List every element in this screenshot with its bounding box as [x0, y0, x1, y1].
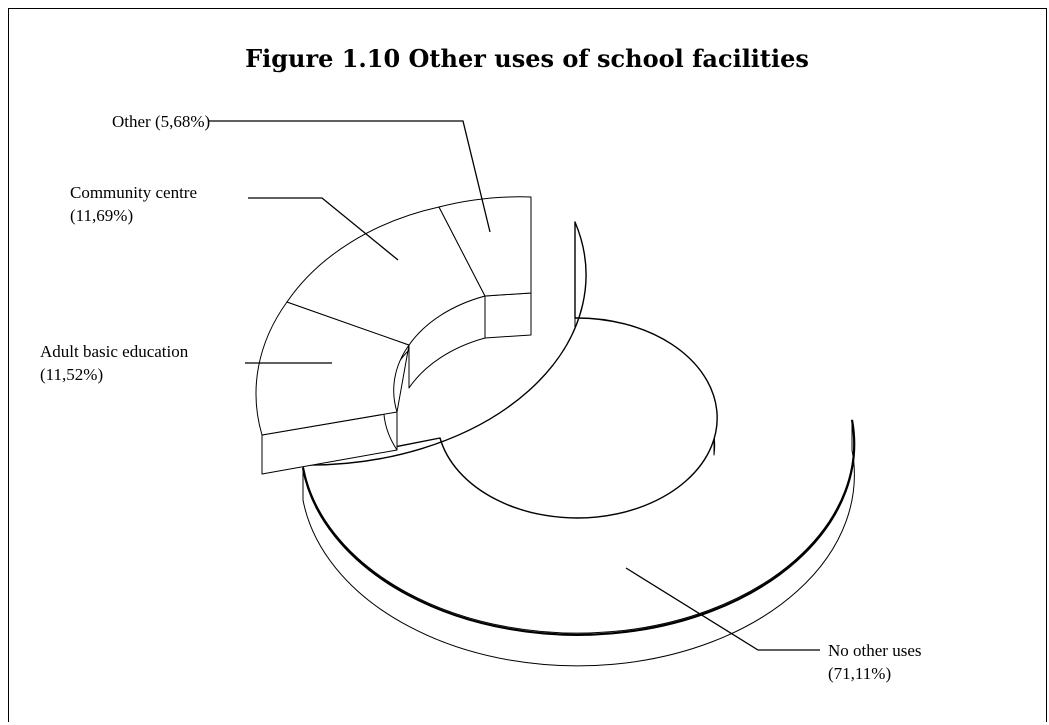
leader-other [208, 120, 491, 233]
slice-no-other-uses-side [302, 419, 855, 667]
slice-other [438, 196, 532, 297]
figure-frame [8, 8, 1047, 722]
label-no-other-uses-line1: No other uses [828, 641, 921, 660]
label-adult-line2: (11,52%) [40, 365, 103, 384]
leader-lines [208, 120, 820, 651]
slice-no-other-uses-front-edge [301, 419, 856, 636]
label-community-line1: Community centre [70, 183, 197, 202]
label-other: Other (5,68%) [112, 112, 210, 131]
leader-community [248, 197, 399, 261]
label-adult-line1: Adult basic education [40, 342, 189, 361]
label-community-line2: (11,69%) [70, 206, 133, 225]
label-no-other-uses-line2: (71,11%) [828, 664, 891, 683]
slice-group-small [255, 196, 532, 475]
slice-other-side [484, 292, 532, 339]
leader-no-other-uses [625, 567, 820, 651]
slice-no-other-uses [301, 221, 856, 667]
slice-community-centre [286, 206, 486, 346]
chart-title: Figure 1.10 Other uses of school facilit… [245, 44, 809, 73]
slice-no-other-uses-top [302, 221, 718, 519]
